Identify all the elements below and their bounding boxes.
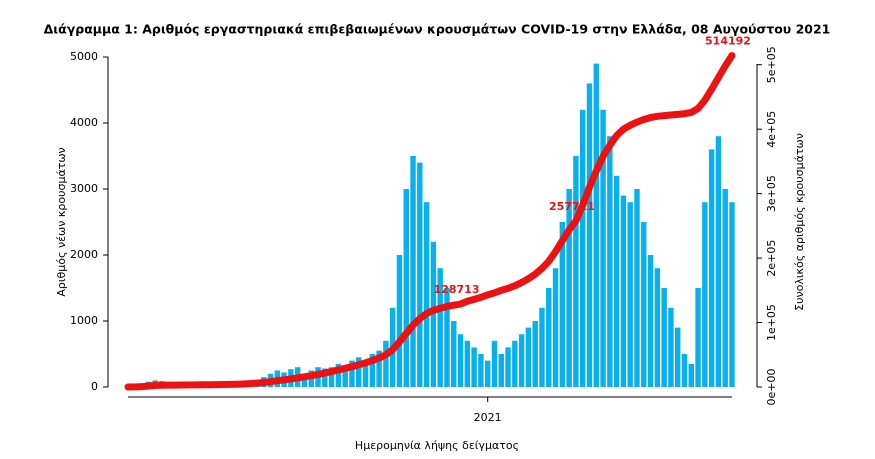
bar [695,288,701,387]
bar [437,268,443,387]
bar [668,307,674,387]
bar [505,347,511,387]
bar [566,189,572,387]
bar [647,255,654,387]
bar [654,268,661,387]
bar [613,175,620,387]
bar [634,189,640,387]
bar [410,156,416,387]
bar [586,83,593,388]
bar [498,354,504,387]
bar [620,195,627,387]
y2-tick-label: 2e+05 [765,240,778,277]
chart-title: Διάγραμμα 1: Αριθμός εργαστηριακά επιβεβ… [44,22,831,37]
value-label: 257711 [549,200,595,213]
bar [301,373,308,387]
bar [335,363,342,387]
bar [383,340,389,387]
bar [369,354,376,387]
bar [688,363,694,387]
bar [478,354,484,387]
bar [722,189,728,387]
value-label: 128713 [434,283,480,296]
bar [546,288,552,387]
bar [641,222,647,387]
bar [600,109,606,388]
bar [579,109,586,388]
bar [403,189,409,387]
bar [444,288,450,387]
bar [457,334,464,387]
bar [342,367,348,387]
x-axis-label: Ημερομηνία λήψης δείγματος [355,439,519,452]
bar [417,162,423,387]
y-tick-label: 4000 [70,116,98,129]
bar [702,202,708,387]
bar [484,360,491,387]
bar [322,368,328,387]
y-tick-label: 2000 [70,248,98,261]
bar [430,241,437,387]
y2-tick-label: 0e+00 [765,369,778,406]
bar [464,340,471,387]
bar [681,354,688,387]
bar [362,360,369,387]
y2-tick-label: 3e+05 [765,175,778,212]
bar [661,288,667,387]
bar [532,321,538,387]
bar [356,357,362,387]
y2-axis-label: Συνολικός αριθμός κρουσμάτων [793,133,806,311]
bar [552,268,559,387]
y2-tick-label: 4e+05 [765,111,778,148]
x-tick-label: 2021 [474,411,502,424]
bar [423,202,430,387]
bar [627,202,633,387]
bar [396,255,403,387]
y2-tick-label: 5e+05 [765,46,778,83]
bar [376,350,382,387]
bar [715,136,722,387]
y-axis-label: Αριθμός νέων κρουσμάτων [55,147,68,296]
bar [559,222,566,387]
bar [593,63,599,387]
bar [607,136,613,387]
value-label: 514192 [705,35,751,48]
bar [471,347,477,387]
bar [328,367,335,387]
bar [729,202,735,387]
y-tick-label: 5000 [70,50,98,63]
bar [518,334,525,387]
y-tick-label: 3000 [70,182,98,195]
bar [349,360,355,387]
bar [491,340,498,387]
bar [573,156,579,387]
y2-tick-label: 1e+05 [765,304,778,341]
line [124,52,736,391]
bar [451,321,457,387]
bar [708,149,715,387]
y-tick-label: 1000 [70,314,98,327]
bar [674,327,681,387]
bar [512,340,518,387]
y-tick-label: 0 [91,380,98,393]
bar [539,307,545,387]
bar [525,327,532,387]
